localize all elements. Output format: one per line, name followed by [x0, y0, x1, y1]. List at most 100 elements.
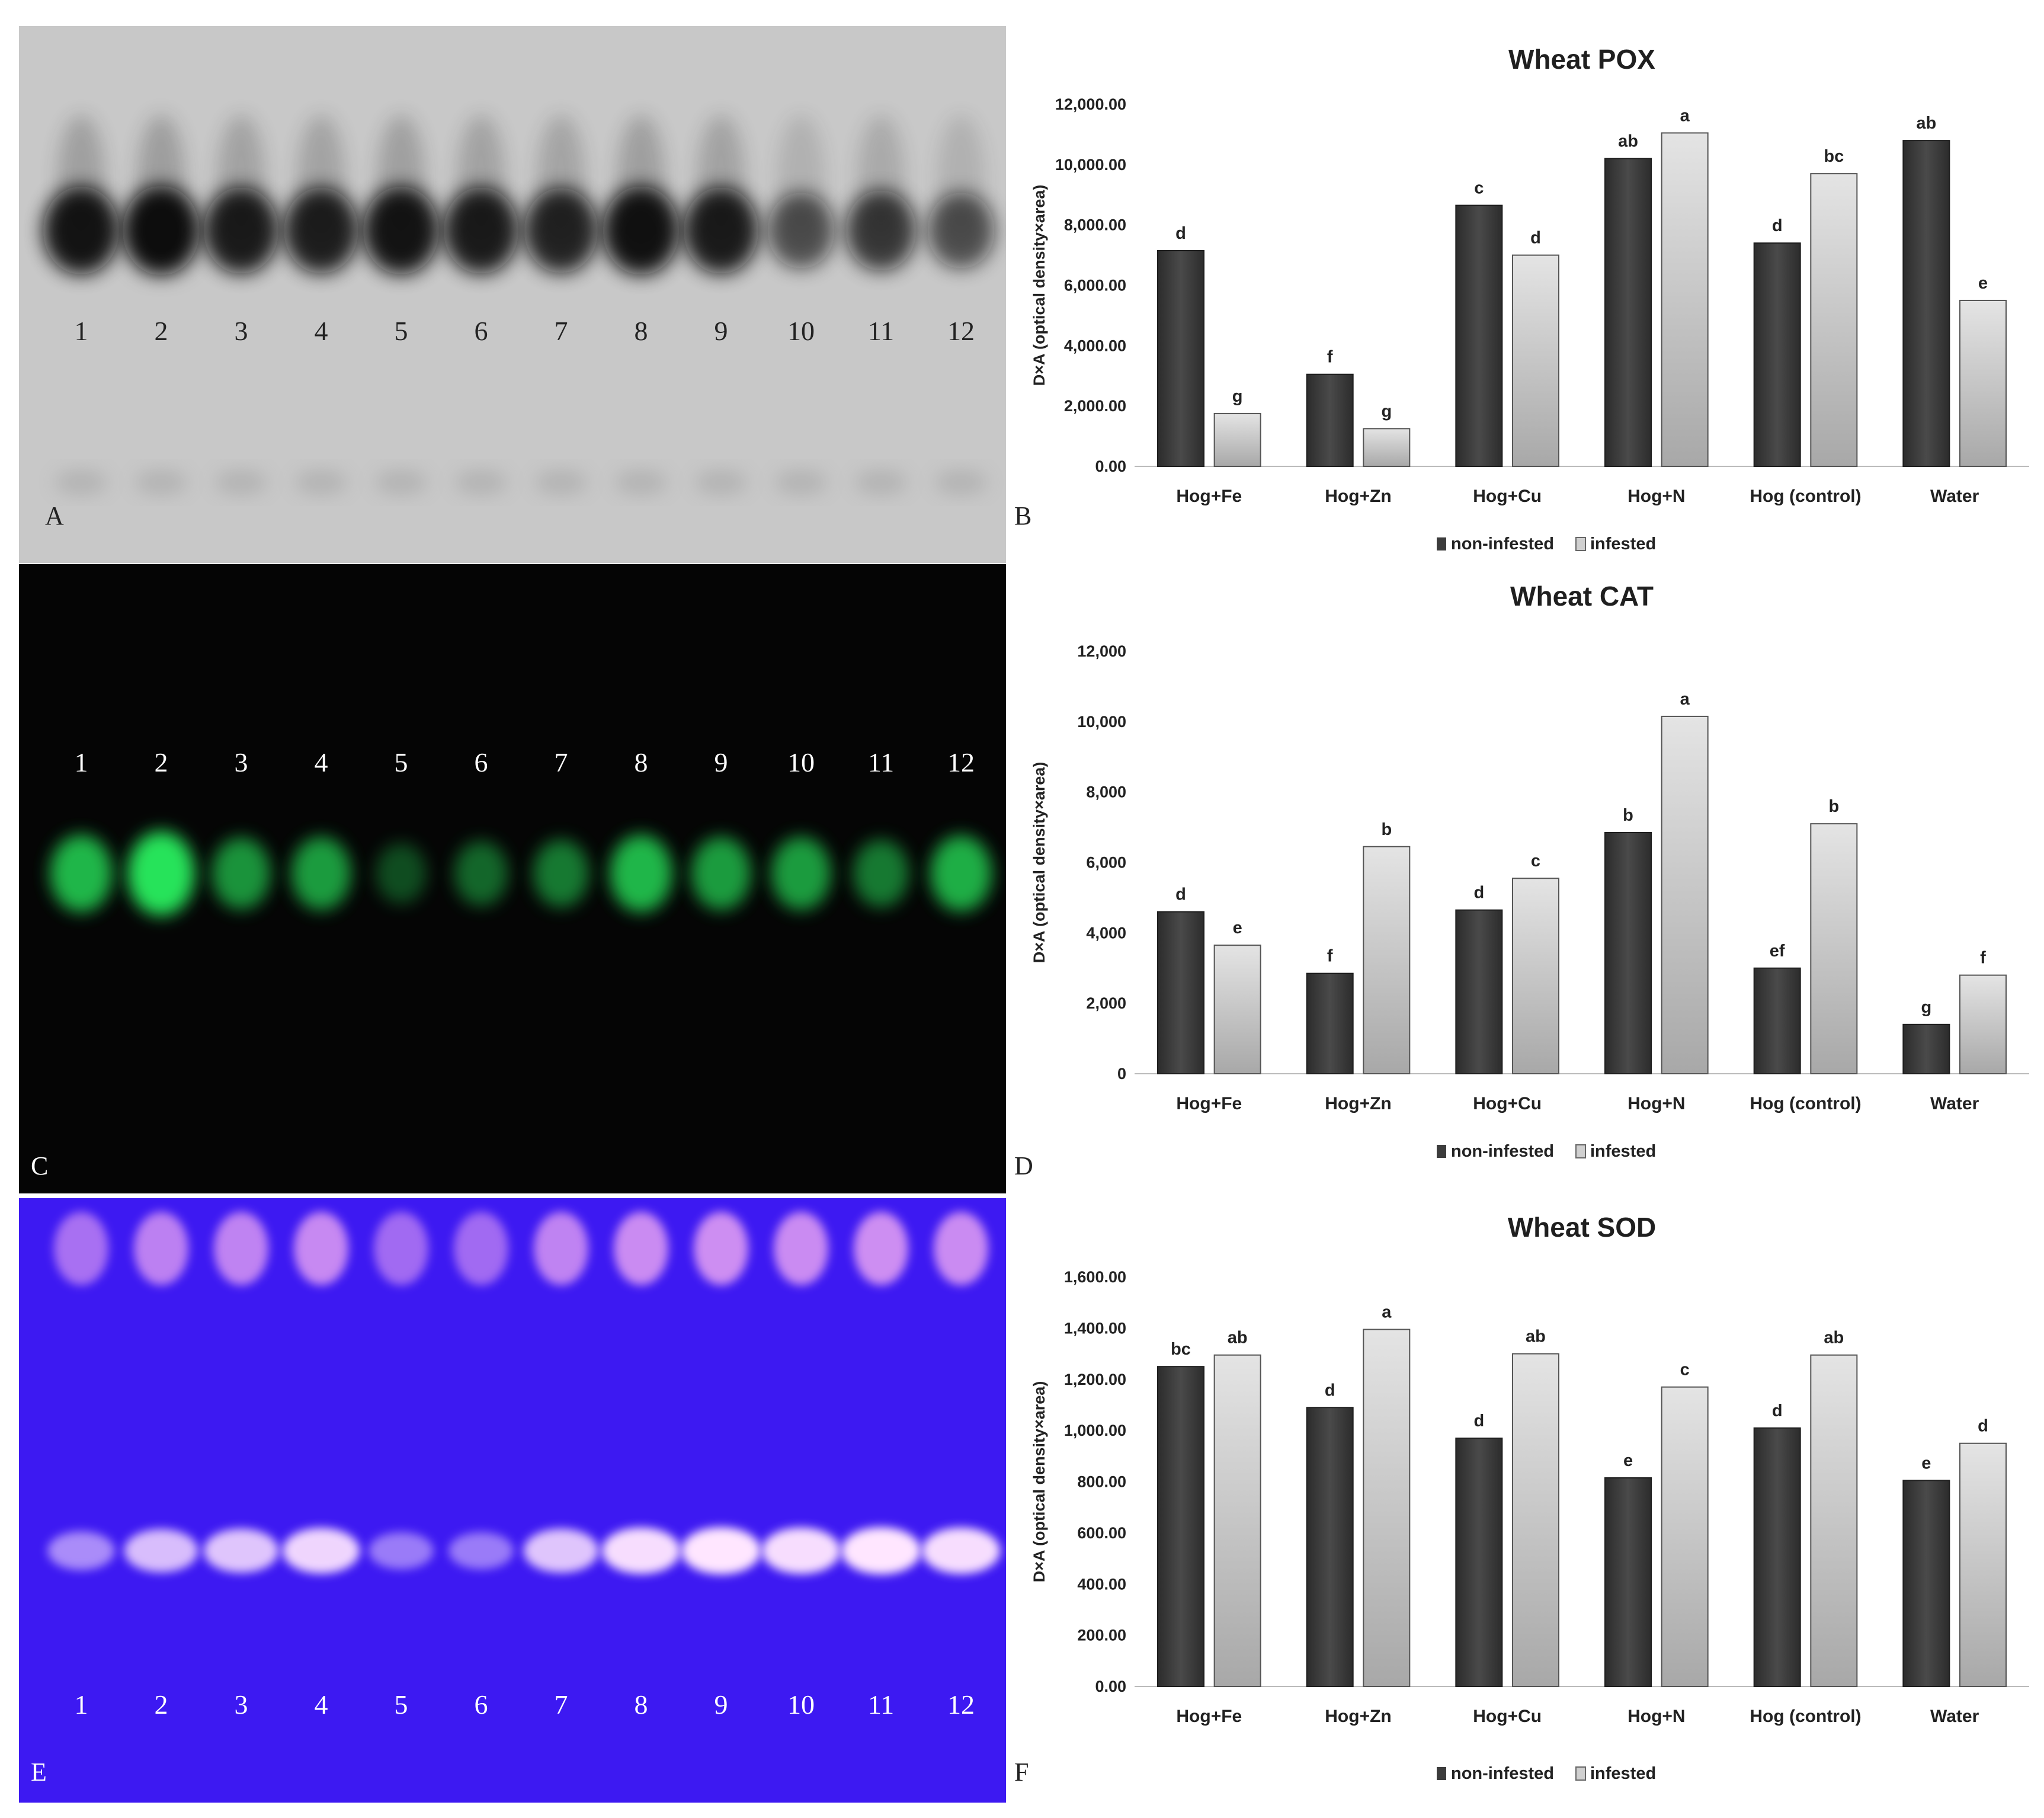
- gel-upper-band: [934, 1212, 988, 1285]
- significance-letter: c: [1531, 852, 1540, 870]
- gel-band: [291, 837, 351, 910]
- lane-label: 10: [787, 747, 815, 777]
- gel-band: [282, 1528, 360, 1574]
- lane-label: 8: [635, 316, 648, 346]
- y-tick-label: 1,000.00: [1064, 1422, 1126, 1439]
- x-category-label: Hog (control): [1750, 1094, 1861, 1113]
- gel-band: [683, 187, 759, 274]
- lane-label: 9: [715, 1689, 728, 1720]
- lane-label: 3: [235, 316, 248, 346]
- lane-label: 2: [155, 316, 168, 346]
- bar-infested: [1363, 1329, 1411, 1688]
- significance-letter: f: [1327, 348, 1333, 367]
- y-tick-label: 12,000: [1077, 642, 1126, 660]
- y-tick-label: 2,000: [1086, 994, 1126, 1012]
- lane-label: 4: [315, 316, 328, 346]
- legend-swatch-infested: [1575, 1144, 1586, 1158]
- bar-non-infested: [1753, 1427, 1801, 1687]
- bar-non-infested: [1902, 1480, 1950, 1687]
- bar-non-infested: [1604, 831, 1652, 1074]
- legend-label-infested: infested: [1590, 534, 1656, 553]
- significance-letter: ab: [1916, 114, 1936, 133]
- bar-non-infested: [1455, 909, 1503, 1075]
- cat-chart-svg: Wheat CAT D×A (optical density×area) 0 2,00…: [1030, 581, 2029, 1161]
- significance-letter: a: [1680, 690, 1690, 709]
- y-tick-label: 8,000.00: [1064, 216, 1126, 234]
- panel-letter-f: F: [1014, 1758, 1029, 1787]
- gel-lower-band: [854, 470, 908, 494]
- significance-letter: d: [1772, 216, 1783, 235]
- y-tick-label: 1,200.00: [1064, 1371, 1126, 1388]
- cat-chart: Wheat CAT D×A (optical density×area) 0 2,00…: [1010, 564, 2044, 1193]
- gel-band: [443, 187, 519, 274]
- gel-band: [43, 186, 120, 275]
- bar-infested: [1213, 945, 1261, 1074]
- lane-label: 12: [947, 316, 975, 346]
- y-tick-label: 0.00: [1095, 1678, 1126, 1695]
- legend-label-infested: infested: [1590, 1142, 1656, 1161]
- lane-label: 12: [947, 1689, 975, 1720]
- lane-label: 8: [635, 1689, 648, 1720]
- gel-band: [603, 186, 680, 275]
- legend-swatch-non-infested: [1437, 537, 1446, 550]
- gel-lower-band: [55, 470, 108, 494]
- gel-band: [50, 834, 113, 913]
- gel-band: [610, 834, 672, 913]
- significance-letter: e: [1921, 1454, 1931, 1473]
- x-category-label: Hog+Zn: [1325, 486, 1392, 506]
- significance-letter: ab: [1618, 132, 1638, 151]
- gel-upper-band: [294, 1212, 348, 1285]
- bar-non-infested: [1157, 911, 1205, 1075]
- significance-letter: d: [1978, 1417, 1988, 1436]
- gel-upper-band: [694, 1212, 748, 1285]
- significance-letter: a: [1680, 106, 1690, 125]
- sod-gel-image: 1 2 3 4 5 6 7 8 9 10 11 12: [19, 1198, 1006, 1803]
- significance-letter: g: [1232, 387, 1243, 406]
- gel-background: [19, 26, 1006, 563]
- significance-letter: bc: [1824, 147, 1844, 166]
- y-tick-label: 800.00: [1077, 1473, 1126, 1491]
- bar-infested: [1363, 846, 1411, 1074]
- bar-infested: [1213, 412, 1261, 467]
- lane-label: 12: [947, 747, 975, 777]
- legend-label-non-infested: non-infested: [1451, 1142, 1554, 1161]
- bar-infested: [1511, 1353, 1559, 1687]
- y-tick-label: 6,000: [1086, 854, 1126, 872]
- gel-upper-band: [374, 1212, 428, 1285]
- bar-non-infested: [1306, 972, 1354, 1074]
- gel-lower-band: [614, 470, 668, 494]
- gel-band: [448, 1532, 514, 1570]
- y-tick-label: 400.00: [1077, 1575, 1126, 1593]
- gel-band: [533, 839, 589, 908]
- bar-infested: [1959, 1442, 2007, 1687]
- x-category-label: Hog+N: [1627, 486, 1686, 506]
- gel-lower-band: [934, 470, 988, 494]
- cat-gel-svg: 1 2 3 4 5 6 7 8 9 10 11 12: [19, 564, 1006, 1193]
- x-category-label: Hog+Zn: [1325, 1094, 1392, 1113]
- gel-upper-band: [454, 1212, 508, 1285]
- gel-background: [19, 1198, 1006, 1803]
- y-tick-label: 10,000: [1077, 713, 1126, 731]
- significance-letter: d: [1473, 1411, 1484, 1430]
- y-tick-label: 4,000: [1086, 924, 1126, 942]
- gel-upper-band: [214, 1212, 268, 1285]
- gel-band: [203, 1528, 279, 1573]
- y-axis-label: D×A (optical density×area): [1030, 185, 1048, 386]
- gel-upper-band: [614, 1212, 668, 1285]
- gel-band: [761, 1527, 841, 1574]
- gel-band: [284, 187, 358, 274]
- gel-band: [601, 1527, 681, 1574]
- legend-swatch-non-infested: [1437, 1767, 1446, 1780]
- lane-label: 4: [315, 1689, 328, 1720]
- significance-letter: g: [1921, 998, 1931, 1017]
- sod-gel-svg: 1 2 3 4 5 6 7 8 9 10 11 12: [19, 1198, 1006, 1803]
- pox-chart: Wheat POX D×A (optical density×area) 0.00 2…: [1010, 26, 2044, 563]
- panel-letter-d: D: [1014, 1151, 1033, 1180]
- gel-upper-band: [854, 1212, 908, 1285]
- bar-non-infested: [1157, 1366, 1205, 1687]
- significance-letter: d: [1175, 885, 1186, 904]
- lane-label: 1: [75, 1689, 88, 1720]
- pox-gel-image: 1 2 3 4 5 6 7 8 9 10 11 12: [19, 26, 1006, 563]
- x-category-label: Hog+Fe: [1176, 1707, 1242, 1726]
- x-category-label: Hog+Cu: [1473, 486, 1542, 506]
